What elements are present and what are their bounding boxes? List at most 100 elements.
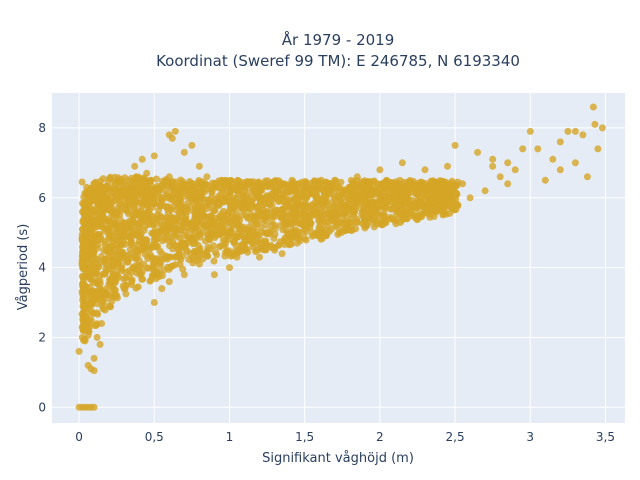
data-point	[134, 240, 142, 248]
data-point	[147, 194, 155, 202]
data-point	[423, 191, 431, 199]
data-point	[96, 292, 104, 300]
data-point	[504, 159, 512, 167]
data-point	[256, 253, 263, 261]
data-point	[239, 179, 247, 186]
data-point	[348, 221, 356, 229]
data-point	[138, 268, 146, 276]
data-point	[180, 232, 188, 239]
data-point	[417, 202, 425, 210]
data-point	[233, 222, 241, 230]
data-point	[284, 204, 292, 211]
data-point	[322, 178, 330, 186]
data-point	[183, 208, 191, 216]
data-point	[215, 192, 222, 200]
data-point	[253, 220, 260, 228]
data-point	[466, 194, 474, 202]
data-point	[361, 222, 369, 230]
data-point	[113, 292, 121, 299]
data-point	[360, 190, 368, 198]
data-point	[96, 272, 104, 280]
data-point	[429, 177, 437, 185]
data-point	[258, 239, 266, 247]
data-point	[143, 169, 151, 177]
data-point	[192, 204, 200, 212]
data-point	[217, 242, 225, 250]
data-point	[579, 131, 587, 139]
data-point	[115, 176, 123, 184]
data-point	[248, 197, 256, 205]
data-point	[447, 180, 455, 187]
data-point	[210, 207, 218, 215]
data-point	[277, 180, 285, 188]
data-point	[91, 255, 99, 263]
y-tick-label: 4	[38, 261, 46, 275]
data-point	[206, 245, 214, 253]
data-point	[343, 216, 351, 224]
data-point	[93, 333, 101, 341]
data-point	[489, 155, 497, 163]
data-point	[284, 229, 292, 237]
data-point	[144, 188, 151, 196]
data-point	[229, 232, 237, 240]
data-point	[474, 148, 482, 156]
data-point	[453, 190, 461, 198]
data-point	[406, 208, 414, 216]
data-point	[338, 225, 346, 233]
data-point	[134, 223, 142, 231]
data-point	[441, 203, 449, 211]
data-point	[90, 367, 98, 375]
data-point	[331, 187, 339, 195]
data-point	[150, 229, 158, 237]
data-point	[308, 232, 316, 240]
x-tick-label: 2,5	[446, 430, 465, 444]
data-point	[96, 340, 104, 348]
data-point	[400, 187, 408, 194]
data-point	[201, 188, 209, 196]
data-point	[122, 290, 130, 298]
data-point	[157, 201, 165, 209]
data-point	[373, 203, 381, 211]
x-tick-label: 2	[376, 430, 384, 444]
data-point	[213, 201, 221, 209]
data-point	[316, 180, 324, 188]
data-point	[177, 202, 185, 210]
data-point	[330, 204, 338, 212]
data-point	[195, 260, 203, 268]
data-point	[358, 210, 366, 218]
data-point	[186, 250, 194, 258]
data-point	[357, 178, 365, 186]
data-point	[317, 205, 325, 213]
data-point	[262, 211, 270, 219]
data-point	[136, 246, 144, 254]
data-point	[109, 266, 117, 274]
data-point	[272, 209, 280, 217]
data-point	[179, 265, 187, 273]
data-point	[401, 178, 408, 186]
data-point	[117, 229, 125, 237]
data-point	[84, 201, 92, 209]
data-point	[489, 162, 497, 170]
data-point	[496, 173, 504, 181]
data-point	[165, 173, 173, 181]
data-point	[436, 183, 444, 191]
data-point	[99, 190, 107, 198]
data-point	[444, 197, 451, 205]
data-point	[123, 258, 131, 266]
data-point	[93, 244, 101, 252]
data-point	[352, 205, 360, 213]
data-point	[168, 196, 176, 204]
data-point	[302, 202, 310, 210]
data-point	[204, 252, 211, 260]
data-point	[203, 222, 211, 230]
data-point	[331, 176, 339, 184]
data-point	[99, 175, 107, 183]
data-point	[105, 302, 113, 310]
data-point	[90, 354, 98, 362]
data-point	[157, 195, 165, 203]
data-point	[262, 221, 270, 229]
data-point	[390, 182, 398, 190]
data-point	[133, 198, 141, 206]
data-point	[110, 233, 118, 241]
